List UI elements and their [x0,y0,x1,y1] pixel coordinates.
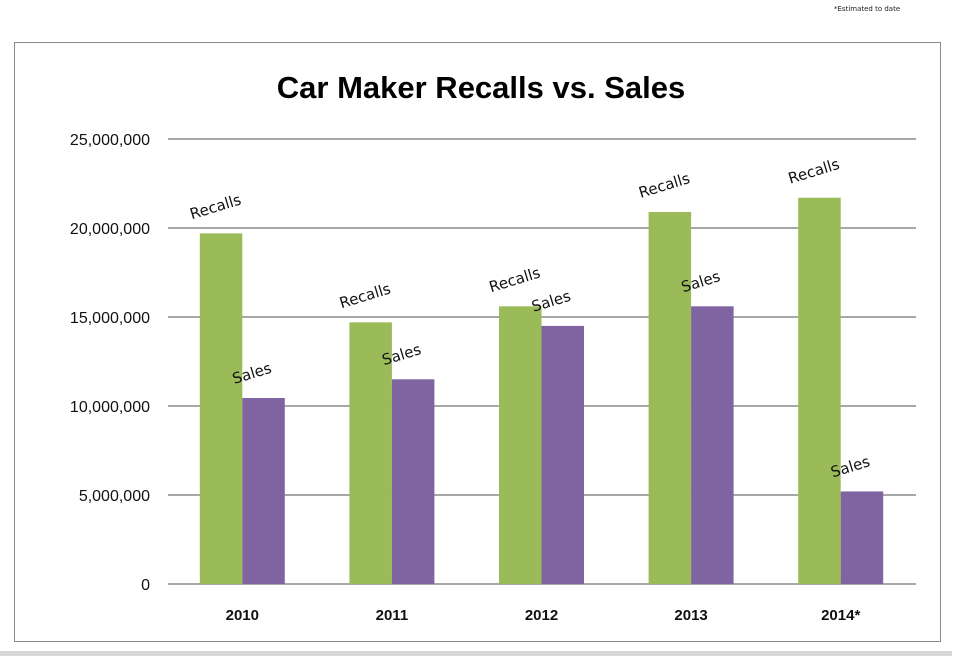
bar-sales [691,306,734,584]
x-tick-label: 2010 [226,607,259,624]
y-tick-label: 25,000,000 [70,132,150,149]
horizontal-scrollbar[interactable] [0,651,952,656]
bar-recalls [349,322,392,584]
y-tick-label: 10,000,000 [70,399,150,416]
bar-recalls [648,211,692,585]
x-tick-label: 2013 [674,607,707,624]
bar-sales [840,491,884,584]
bar-sales [541,325,584,584]
bar-sales [242,397,285,584]
bar-recalls [798,197,841,585]
data-label-recalls: Recalls [188,191,244,224]
bar-recalls [499,306,542,584]
y-tick-label: 15,000,000 [70,310,150,327]
data-label-recalls: Recalls [637,169,693,202]
chart-frame [14,42,941,642]
x-tick-label: 2012 [525,607,558,624]
y-tick-label: 20,000,000 [70,221,150,238]
chart-title: Car Maker Recalls vs. Sales [277,70,685,105]
bar-recalls [199,233,243,584]
data-label-recalls: Recalls [487,264,543,297]
x-tick-label: 2014* [821,607,860,624]
data-label-sales: Sales [529,287,573,316]
data-label-recalls: Recalls [337,280,393,313]
x-tick-label: 2011 [376,607,409,624]
estimate-footnote: *Estimated to date [834,5,901,13]
data-label-recalls: Recalls [786,155,842,188]
bar-sales [391,379,435,584]
y-tick-label: 0 [141,577,150,594]
y-tick-label: 5,000,000 [79,488,150,505]
